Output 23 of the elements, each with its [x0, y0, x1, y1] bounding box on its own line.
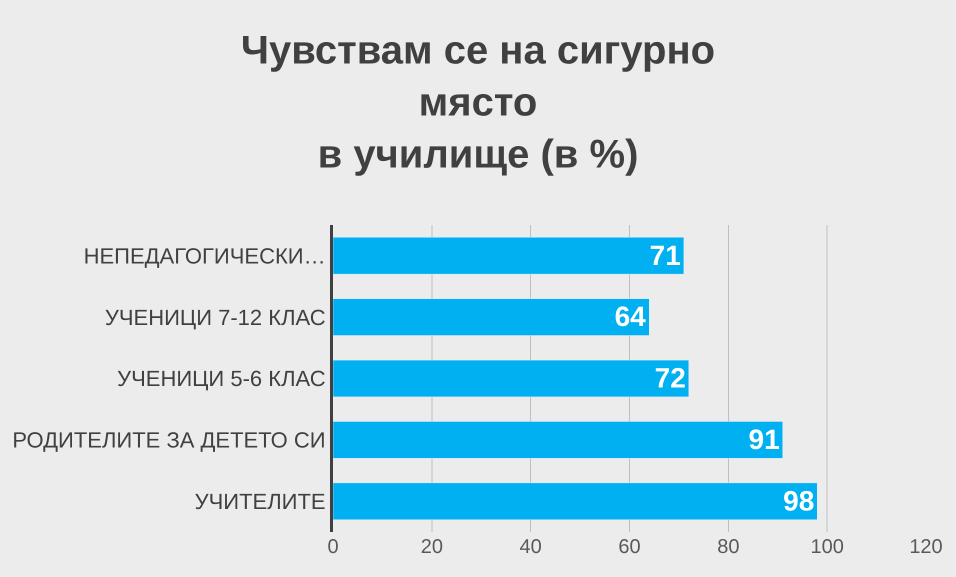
data-label: 64 [614, 301, 646, 332]
bar [333, 421, 783, 459]
x-tick-label: 80 [717, 536, 740, 558]
x-tick-label: 20 [420, 536, 443, 558]
x-tick-label: 40 [520, 536, 542, 558]
bar [333, 237, 684, 274]
data-label: 71 [650, 240, 681, 271]
x-tick-label: 100 [810, 536, 844, 558]
y-tick-label: УЧИТЕЛИТЕ [194, 489, 326, 514]
data-label: 72 [654, 362, 686, 394]
bar [333, 360, 690, 398]
data-label: 91 [748, 424, 780, 456]
data-label: 98 [783, 485, 814, 516]
y-tick-label: РОДИТЕЛИТЕ ЗА ДЕТЕТО СИ [12, 428, 326, 453]
y-tick-label: УЧЕНИЦИ 5-6 КЛАС [117, 366, 326, 392]
chart-title: Чувствам се на сигурно място в училище (в %) [240, 28, 716, 176]
x-tick-label: 60 [618, 536, 641, 558]
x-tick-label: 120 [909, 536, 943, 558]
x-tick-label: 0 [327, 536, 339, 558]
y-tick-label: НЕПЕДАГОГИЧЕСКИ… [84, 243, 326, 268]
bar [333, 482, 818, 520]
bar [333, 298, 650, 336]
y-tick-label: УЧЕНИЦИ 7-12 КЛАС [104, 304, 326, 330]
